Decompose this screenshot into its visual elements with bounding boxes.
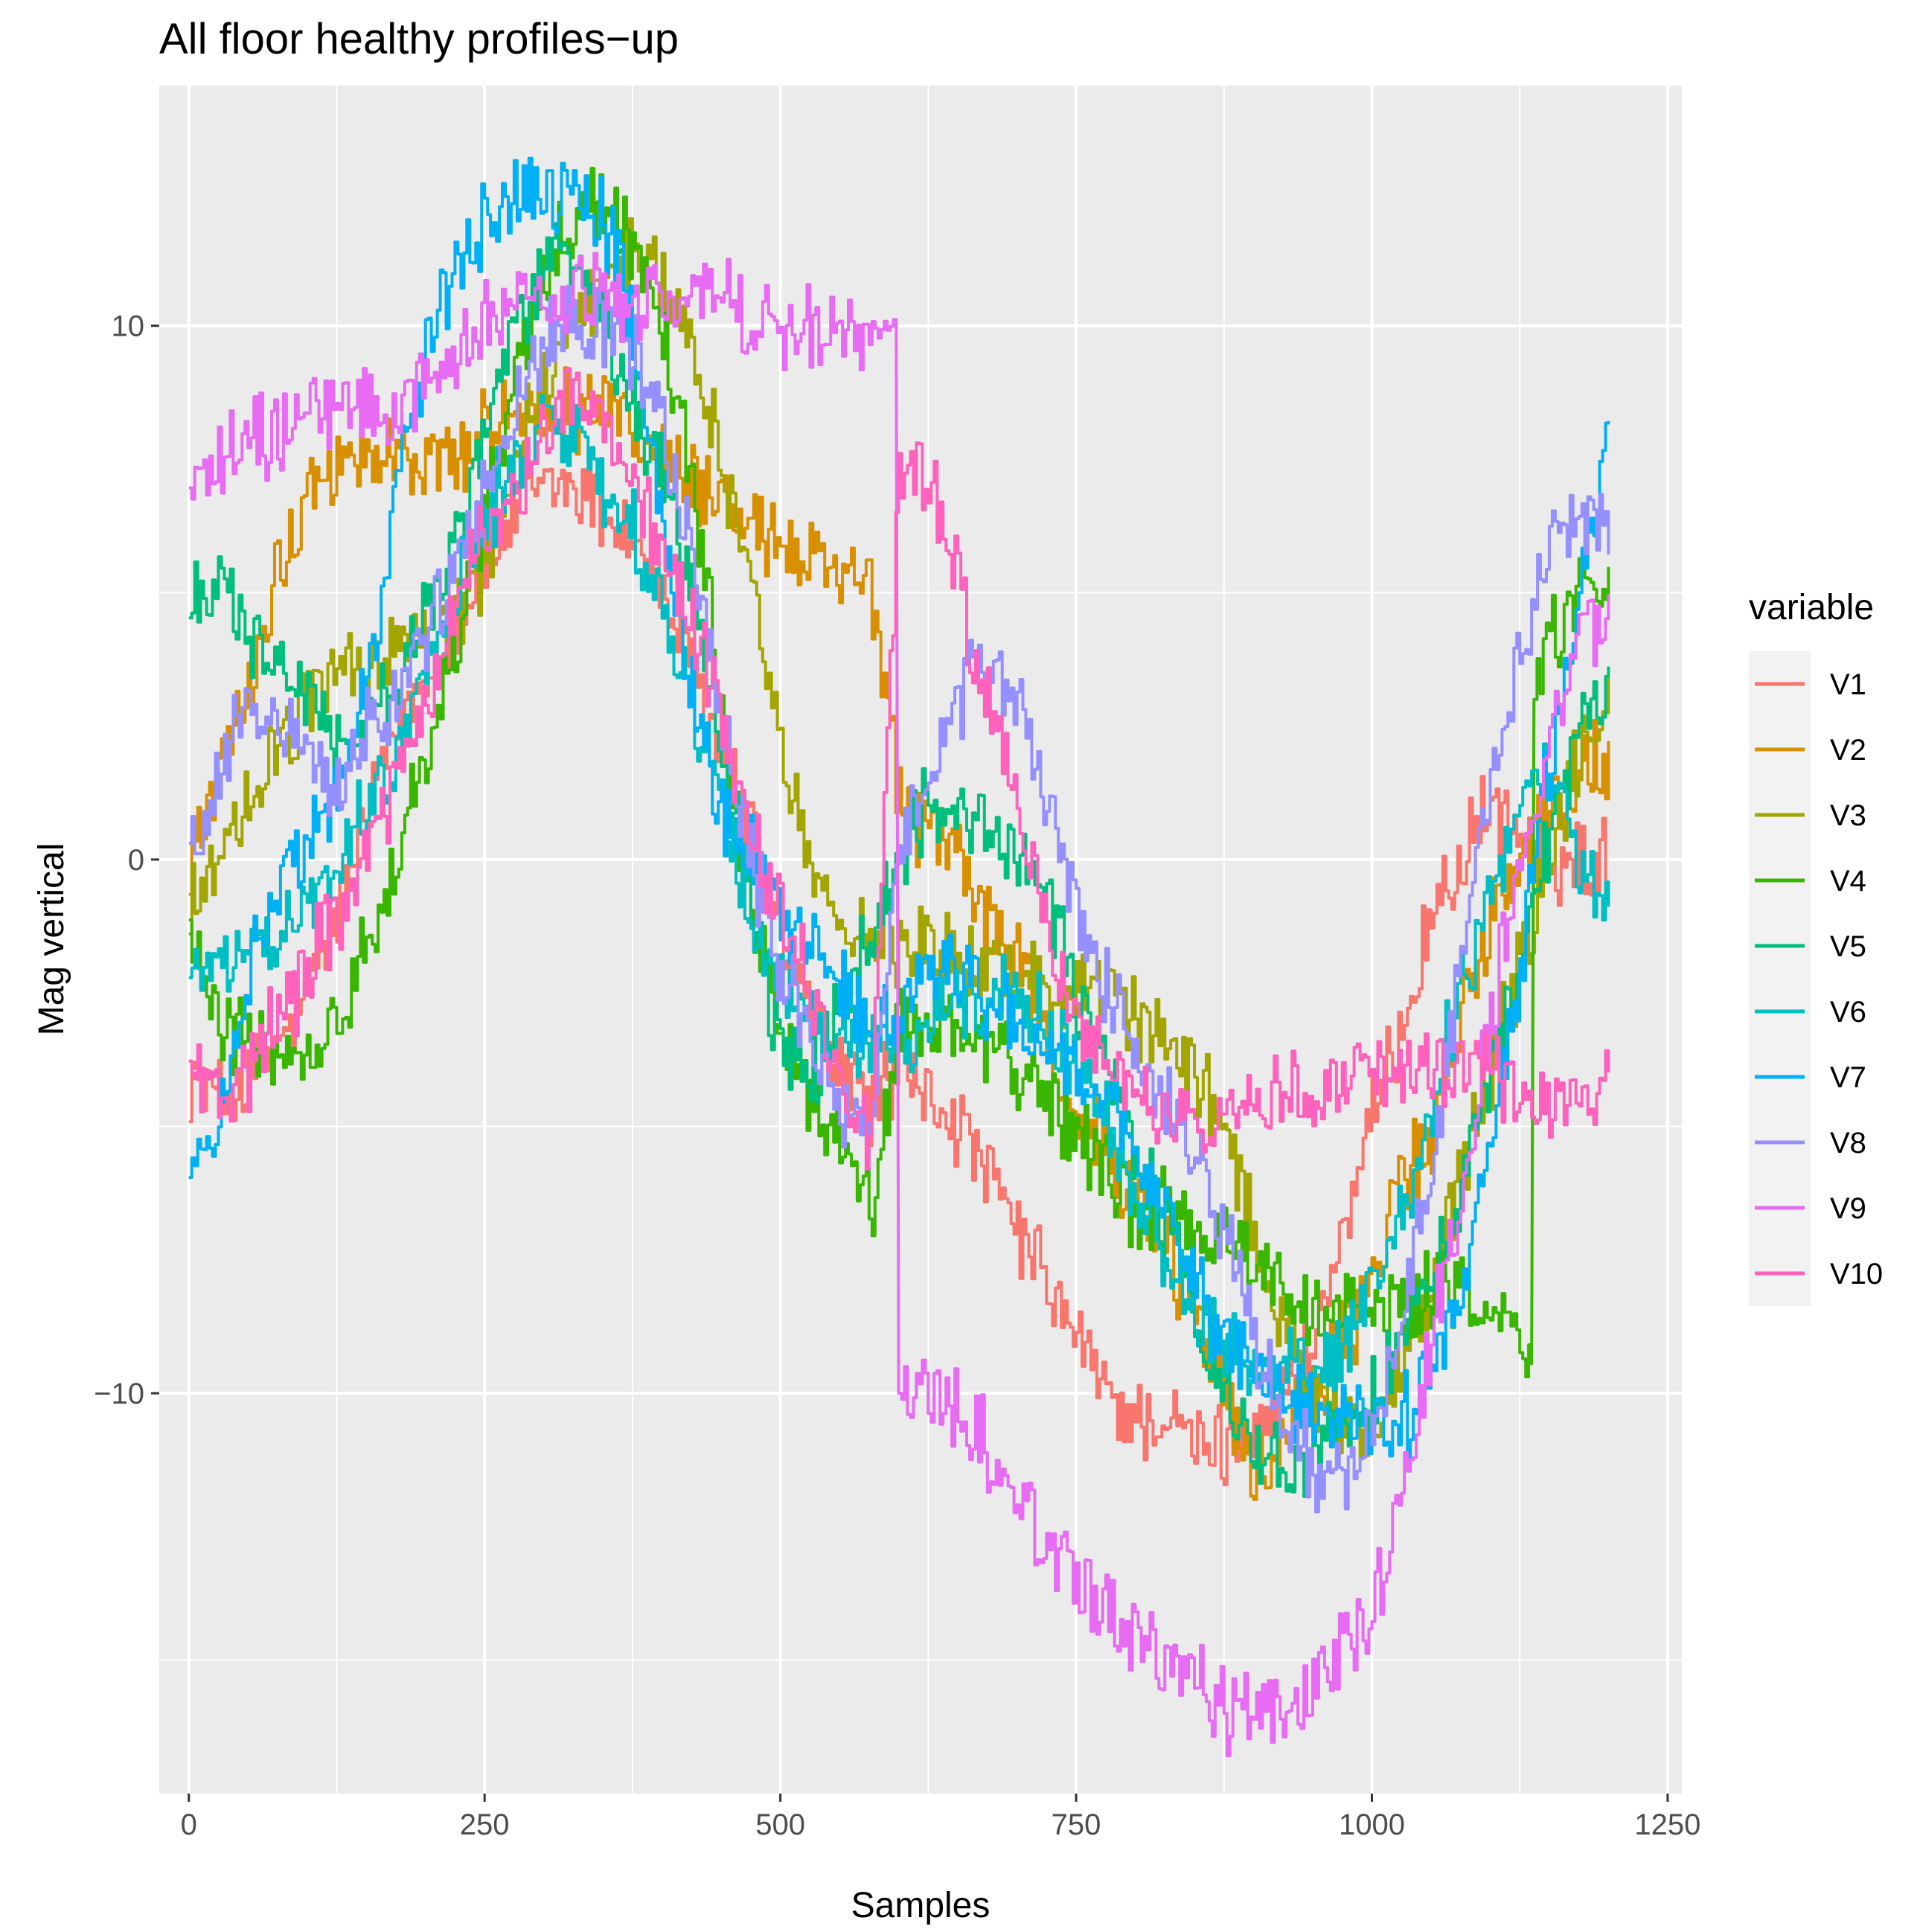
- legend-title: variable: [1749, 588, 1874, 627]
- legend-label-V5: V5: [1830, 930, 1866, 963]
- series-line-V9: [188, 252, 1610, 1758]
- legend: variable V1 V2 V3 V4 V5 V6 V7 V8 V9 V10: [1749, 588, 1883, 1306]
- legend-label-V6: V6: [1830, 996, 1866, 1029]
- series-lines: [188, 156, 1610, 1758]
- x-tick-label: 1000: [1339, 1808, 1405, 1841]
- legend-label-V8: V8: [1830, 1127, 1866, 1159]
- y-axis-title: Mag vertical: [32, 843, 71, 1036]
- chart-title: All floor healthy profiles−up: [159, 15, 679, 63]
- x-tick-label: 750: [1052, 1808, 1101, 1841]
- x-tick-label: 0: [181, 1808, 197, 1841]
- y-axis: −10 0 10: [94, 310, 159, 1410]
- y-tick-label: 0: [128, 844, 144, 877]
- x-axis-title: Samples: [851, 1886, 990, 1925]
- x-tick-label: 1250: [1634, 1808, 1700, 1841]
- legend-label-V2: V2: [1830, 734, 1866, 767]
- series-line-V2: [188, 366, 1610, 1501]
- legend-label-V1: V1: [1830, 668, 1866, 701]
- y-tick-label: 10: [112, 310, 145, 343]
- legend-label-V7: V7: [1830, 1061, 1866, 1094]
- x-tick-label: 250: [460, 1808, 510, 1841]
- legend-label-V4: V4: [1830, 865, 1866, 898]
- legend-label-V9: V9: [1830, 1192, 1866, 1225]
- y-tick-label: −10: [94, 1378, 144, 1410]
- x-axis: 0 250 500 750 1000 1250: [181, 1794, 1700, 1841]
- x-tick-label: 500: [755, 1808, 805, 1841]
- series-line-V10: [188, 367, 1610, 1171]
- legend-label-V3: V3: [1830, 799, 1866, 832]
- legend-label-V10: V10: [1830, 1258, 1883, 1290]
